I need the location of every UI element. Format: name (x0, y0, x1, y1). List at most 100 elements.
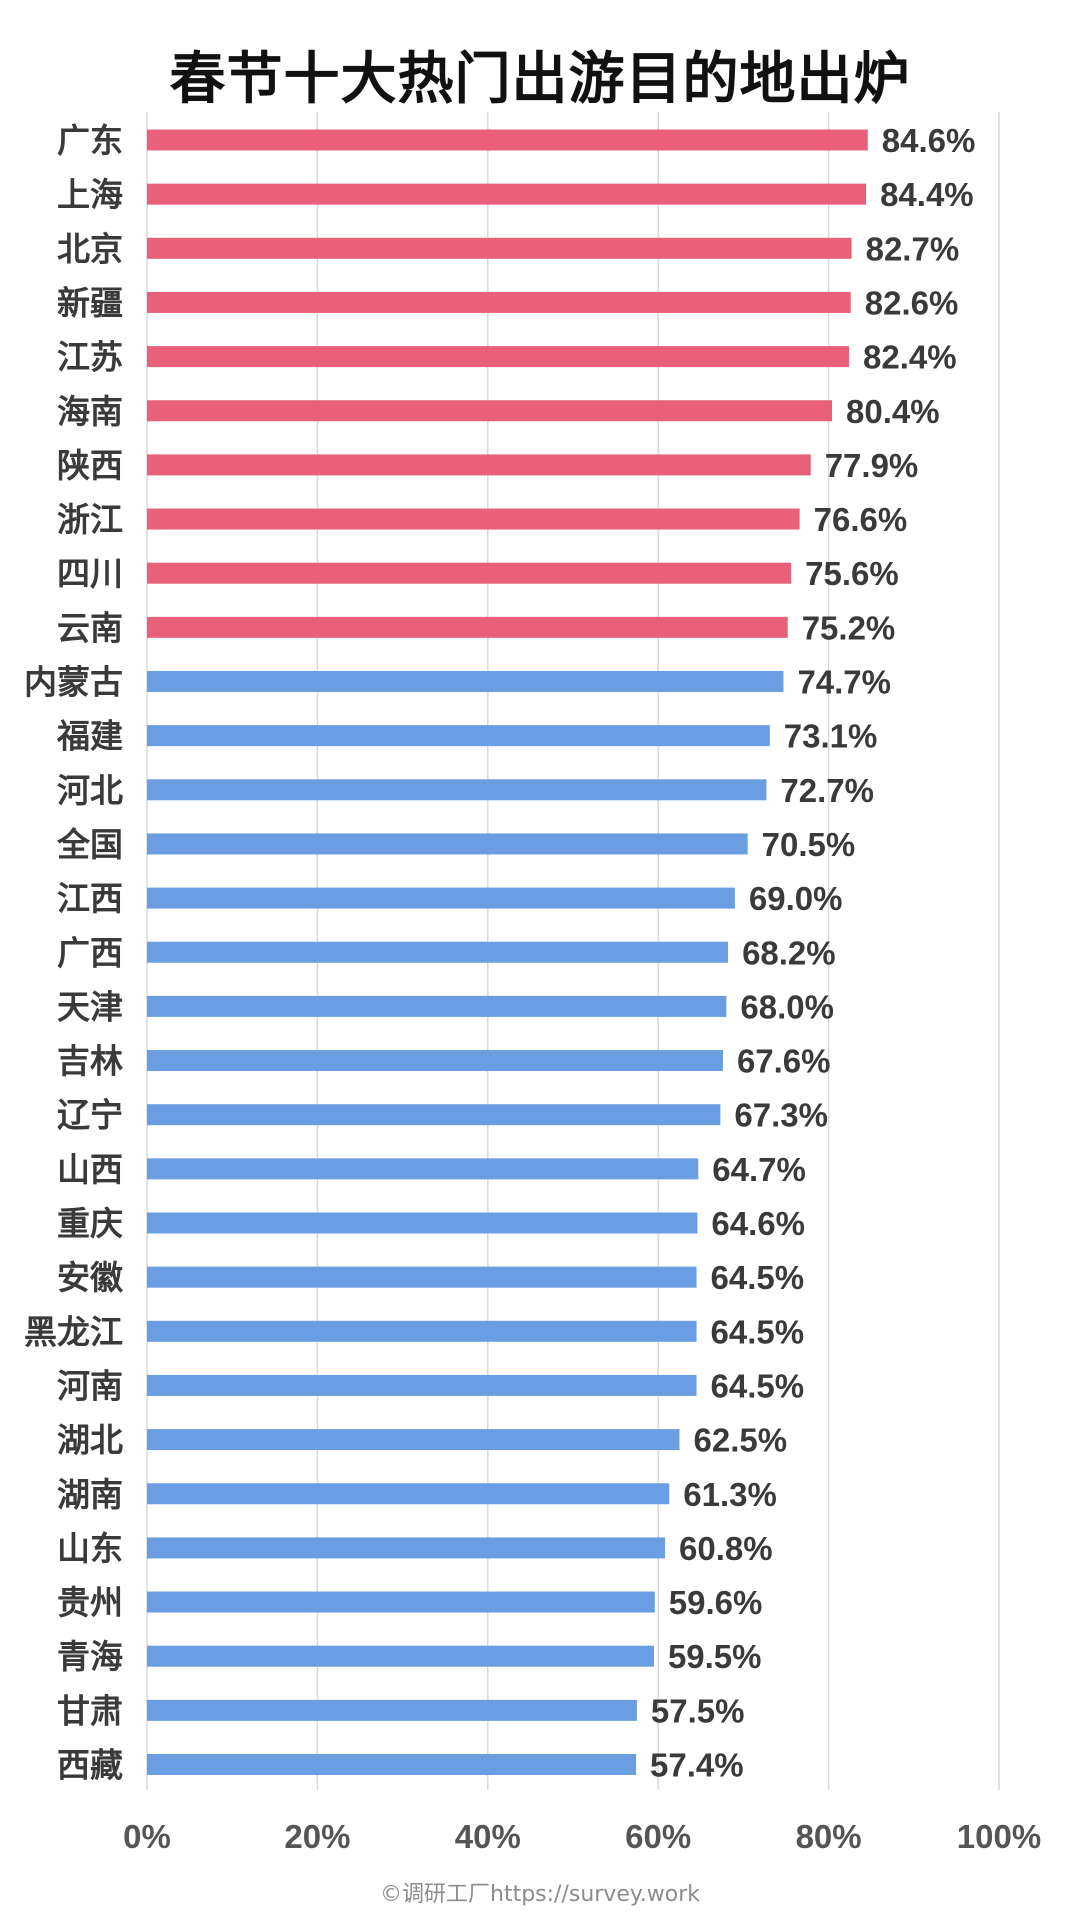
value-label: 73.1% (784, 718, 878, 755)
category-label: 河南 (57, 1366, 123, 1405)
bar (147, 508, 800, 530)
value-label: 59.6% (669, 1584, 763, 1621)
category-label: 上海 (57, 175, 123, 214)
bar (147, 454, 811, 476)
value-label: 64.7% (712, 1151, 806, 1188)
value-label: 67.6% (737, 1043, 831, 1080)
bar (147, 1050, 723, 1072)
category-label: 四川 (57, 554, 123, 593)
bar (147, 237, 852, 259)
category-label: 山东 (57, 1529, 123, 1568)
value-label: 57.5% (651, 1692, 745, 1729)
bar (147, 1429, 680, 1451)
bar (147, 183, 867, 205)
bar (147, 1266, 697, 1288)
value-label: 64.5% (711, 1313, 805, 1350)
category-label: 陕西 (57, 446, 123, 485)
x-axis-tick-labels: 0% 20% 40% 60% 80% 100% (123, 1818, 1041, 1855)
bar (147, 1104, 721, 1126)
value-label: 64.6% (711, 1205, 805, 1242)
bar (147, 562, 792, 584)
category-label: 山西 (57, 1150, 123, 1189)
bar (147, 1537, 666, 1559)
bar (147, 291, 851, 313)
category-label: 西藏 (57, 1746, 123, 1785)
category-label: 广东 (57, 121, 123, 160)
value-label: 75.2% (802, 609, 896, 646)
category-label: 云南 (57, 608, 123, 647)
value-label: 57.4% (650, 1747, 744, 1784)
bar (147, 1591, 655, 1613)
bar (147, 1374, 697, 1396)
x-tick-label: 20% (284, 1818, 350, 1855)
category-label: 甘肃 (57, 1691, 123, 1730)
category-label: 湖南 (57, 1475, 123, 1514)
value-label: 82.4% (863, 339, 957, 376)
bar (147, 941, 729, 963)
bar (147, 1320, 697, 1342)
value-label: 82.7% (866, 230, 960, 267)
x-tick-label: 60% (625, 1818, 691, 1855)
category-label: 青海 (57, 1637, 123, 1676)
x-tick-label: 80% (796, 1818, 862, 1855)
bar (147, 671, 784, 692)
value-labels: 84.6% 84.4% 82.7% 82.6% 82.4% 80.4% 77.9% 76.6%… (650, 122, 975, 1784)
x-tick-label: 100% (957, 1818, 1041, 1855)
bar (147, 1212, 698, 1234)
bar (147, 1699, 637, 1721)
value-label: 68.2% (742, 934, 836, 971)
bar (147, 725, 770, 747)
value-label: 84.4% (880, 176, 974, 213)
category-label: 湖北 (57, 1421, 123, 1460)
value-label: 72.7% (780, 772, 874, 809)
bar (147, 779, 767, 801)
bars (147, 129, 868, 1775)
chart-title: 春节十大热门出游目的地出炉 (169, 47, 911, 112)
category-label: 黑龙江 (24, 1312, 123, 1351)
category-label: 江苏 (57, 338, 123, 377)
category-label: 重庆 (57, 1204, 123, 1243)
value-label: 80.4% (846, 393, 940, 430)
x-tick-label: 40% (455, 1818, 521, 1855)
category-label: 江西 (57, 879, 123, 918)
value-label: 77.9% (825, 447, 919, 484)
bar (147, 1645, 654, 1667)
value-label: 64.5% (711, 1259, 805, 1296)
bar (147, 616, 788, 638)
value-label: 70.5% (762, 826, 856, 863)
category-label: 新疆 (57, 283, 123, 322)
category-label: 北京 (57, 229, 123, 268)
category-label: 全国 (56, 825, 123, 864)
bar (147, 833, 748, 855)
bar (147, 1158, 699, 1180)
value-label: 60.8% (679, 1530, 773, 1567)
value-label: 69.0% (749, 880, 843, 917)
value-label: 62.5% (694, 1422, 788, 1459)
category-label: 辽宁 (57, 1096, 123, 1135)
bar (147, 346, 850, 368)
category-label: 贵州 (57, 1583, 123, 1622)
value-label: 67.3% (734, 1097, 828, 1134)
category-label: 海南 (57, 392, 123, 431)
value-label: 84.6% (882, 122, 976, 159)
bar (147, 887, 735, 909)
category-label: 吉林 (57, 1042, 123, 1081)
value-label: 59.5% (668, 1638, 762, 1675)
category-label: 天津 (57, 987, 123, 1026)
bar (147, 129, 868, 151)
bar (147, 1754, 637, 1775)
x-tick-label: 0% (123, 1818, 171, 1855)
watermark: ©调研工厂https://survey.work (380, 1882, 700, 1907)
category-label: 河北 (57, 771, 123, 810)
bar (147, 995, 727, 1017)
category-label: 福建 (56, 717, 123, 756)
value-label: 64.5% (711, 1367, 805, 1404)
category-label: 浙江 (57, 500, 123, 539)
value-label: 76.6% (814, 501, 908, 538)
value-label: 74.7% (797, 664, 891, 701)
bar (147, 1483, 670, 1505)
value-label: 61.3% (683, 1476, 777, 1513)
bar (147, 400, 833, 422)
value-label: 68.0% (740, 988, 834, 1025)
